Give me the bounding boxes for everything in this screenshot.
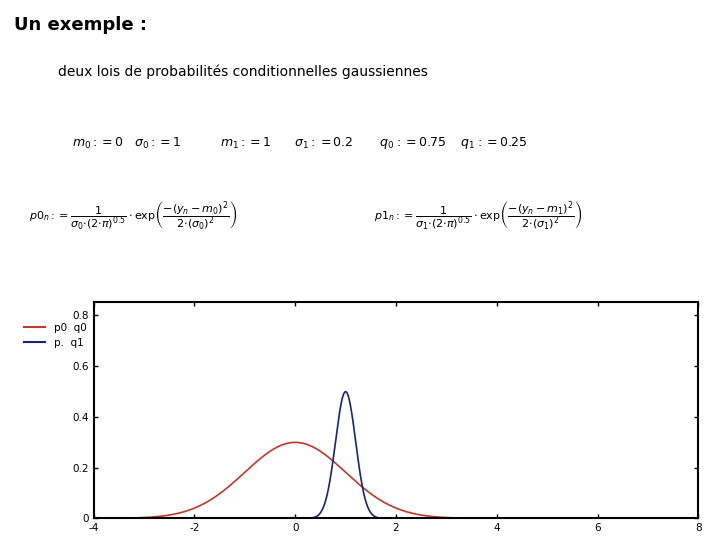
Legend: p0  q0, p.  q1: p0 q0, p. q1 [20,319,91,352]
X-axis label: y: y [392,539,400,540]
Text: $m_0 := 0$   $\sigma_0 := 1$          $m_1 := 1$      $\sigma_1 := 0.2$       $q: $m_0 := 0$ $\sigma_0 := 1$ $m_1 := 1$ $\… [72,135,528,151]
Text: $p1_n := \dfrac{1}{\sigma_1{\cdot}(2{\cdot}\pi)^{0.5}}\cdot\exp\!\left(\dfrac{-(: $p1_n := \dfrac{1}{\sigma_1{\cdot}(2{\cd… [374,200,582,232]
Text: Un exemple :: Un exemple : [14,16,148,34]
Text: deux lois de probabilités conditionnelles gaussiennes: deux lois de probabilités conditionnelle… [58,65,428,79]
Text: $p0_n := \dfrac{1}{\sigma_0{\cdot}(2{\cdot}\pi)^{0.5}}\cdot\exp\!\left(\dfrac{-(: $p0_n := \dfrac{1}{\sigma_0{\cdot}(2{\cd… [29,200,237,232]
